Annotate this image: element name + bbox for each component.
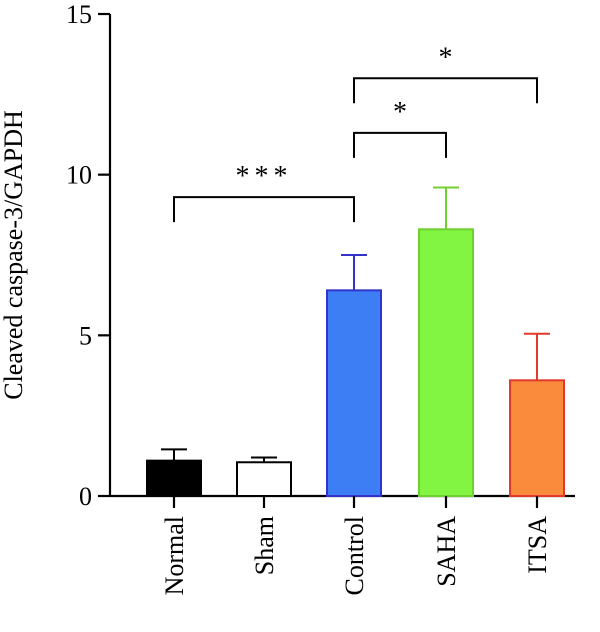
- significance-bracket: [173, 196, 355, 223]
- significance-label: ***: [236, 161, 293, 192]
- axes: 0 5 10 15: [66, 0, 575, 511]
- bar-itsa: [509, 379, 565, 498]
- bar-normal: [146, 459, 202, 497]
- significance-brackets: *****: [173, 42, 538, 223]
- y-tick-label: 5: [79, 321, 92, 350]
- significance-bracket: [353, 77, 538, 104]
- significance-label: *: [439, 42, 453, 73]
- y-tick-label: 10: [66, 161, 92, 190]
- bars: Normal Sham Control SAHA ITSA: [146, 186, 565, 595]
- x-tick-label: Control: [340, 516, 369, 595]
- bar-sham: [236, 461, 292, 498]
- y-axis-label: Cleaved caspase-3/GAPDH: [0, 110, 28, 400]
- x-tick-label: Sham: [250, 516, 279, 575]
- bar-control: [326, 289, 382, 498]
- significance-label: *: [393, 97, 407, 128]
- significance-bracket: [353, 131, 447, 158]
- y-tick-label: 15: [66, 0, 92, 29]
- x-tick-label: ITSA: [523, 516, 552, 574]
- bar-saha: [418, 228, 474, 497]
- y-tick-label: 0: [79, 482, 92, 511]
- x-tick-label: Normal: [160, 516, 189, 595]
- x-tick-label: SAHA: [432, 516, 461, 587]
